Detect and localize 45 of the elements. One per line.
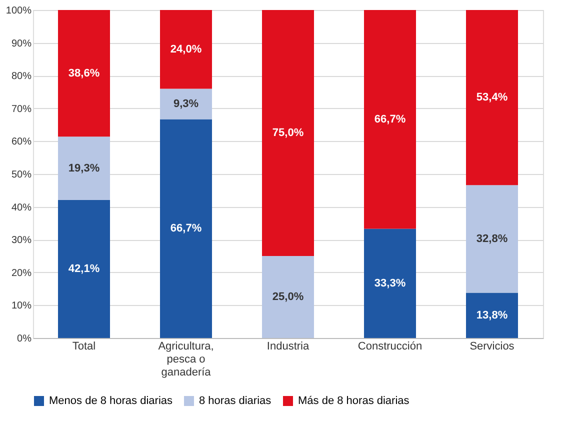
y-tick-label: 100%	[6, 6, 32, 16]
data-label: 24,0%	[170, 43, 202, 56]
bar	[466, 10, 518, 186]
legend-label: Menos de 8 horas diarias	[49, 395, 174, 407]
bar	[364, 10, 416, 229]
bar	[58, 10, 110, 137]
data-label: 42,1%	[68, 262, 100, 275]
x-tick-label: Agricultura, pesca o ganadería	[158, 340, 214, 378]
y-tick-label: 10%	[11, 300, 32, 312]
bar	[262, 256, 314, 338]
x-tick-label: Total	[72, 340, 96, 352]
data-label: 19,3%	[68, 162, 100, 174]
bar	[160, 119, 212, 338]
bar	[262, 10, 314, 256]
data-label: 66,7%	[170, 222, 202, 235]
bar	[160, 10, 212, 89]
y-tick-label: 60%	[11, 136, 32, 148]
data-label: 53,4%	[476, 92, 508, 104]
bar	[58, 200, 110, 338]
legend-label: Más de 8 horas diarias	[298, 395, 410, 407]
legend-label: 8 horas diarias	[199, 395, 272, 407]
y-tick-label: 90%	[11, 38, 32, 50]
y-tick-label: 80%	[11, 71, 32, 82]
data-label: 66,7%	[374, 113, 406, 126]
data-label: 38,6%	[68, 67, 100, 80]
y-tick-label: 50%	[11, 170, 32, 180]
bar	[364, 228, 416, 338]
y-tick-label: 30%	[11, 235, 32, 246]
data-label: 75,0%	[272, 127, 304, 139]
bar	[58, 136, 110, 200]
y-tick-label: 70%	[11, 104, 32, 115]
data-label: 32,8%	[476, 232, 508, 245]
y-tick-label: 0%	[17, 334, 32, 344]
bar	[160, 88, 212, 120]
x-tick-label: Construcción	[358, 340, 422, 352]
bar	[466, 292, 518, 338]
data-label: 33,3%	[374, 277, 406, 290]
y-tick-label: 40%	[11, 202, 32, 214]
x-tick-label: Industria	[266, 340, 310, 352]
data-label: 9,3%	[173, 98, 199, 110]
x-tick-label: Servicios	[470, 340, 515, 352]
data-label: 13,8%	[476, 309, 508, 322]
y-tick-label: 20%	[11, 268, 32, 279]
data-label: 25,0%	[272, 291, 304, 303]
bar	[466, 185, 518, 293]
